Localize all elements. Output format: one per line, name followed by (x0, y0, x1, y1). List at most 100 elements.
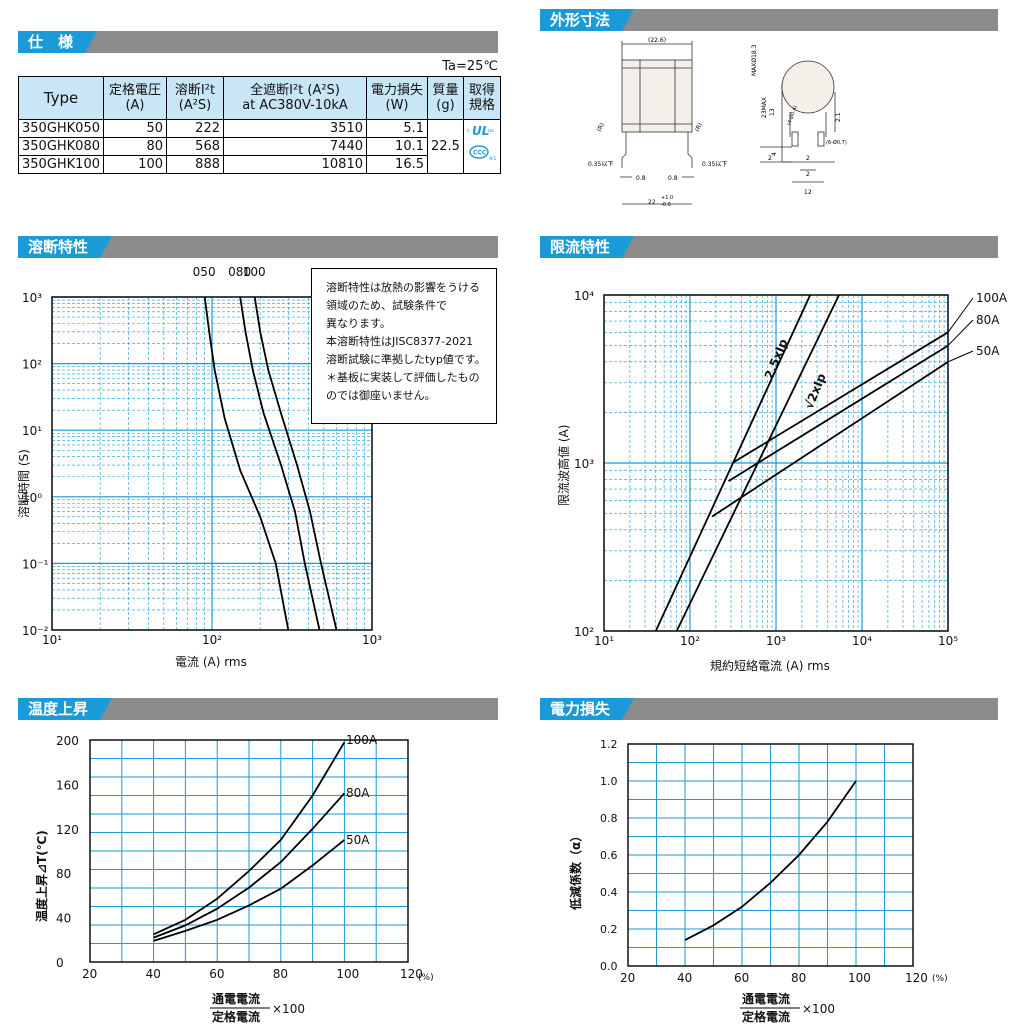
y-tick-label: 10⁻² (22, 624, 49, 638)
ul-us: us (488, 128, 494, 134)
series-line-080 (239, 296, 321, 631)
dims-header: 外形寸法 (540, 9, 998, 31)
x-axis-label-numerator: 通電電流 (212, 991, 260, 1006)
y-tick-label: 10⁻¹ (22, 557, 49, 571)
series-line-80A (728, 344, 949, 482)
limiting-header-label: 限流特性 (540, 236, 635, 258)
plot-frame (51, 296, 373, 631)
y-axis-label: 溶断時間 (S) (16, 449, 31, 518)
note-line: 本溶断特性はJISC8377-2021 (326, 335, 474, 348)
fusing-header: 溶断特性 (18, 236, 498, 258)
series-label-100: 100 (243, 265, 266, 279)
leader-line (947, 350, 974, 363)
table-row: 350GHK050 50 222 3510 5.1 22.5 c UL us C… (18, 119, 501, 174)
x-tick-label: 20 (620, 971, 635, 985)
note-line: 溶断試験に準拠したtyp値です。 (326, 353, 486, 366)
y-axis-label: 限流波高値 (A) (556, 425, 571, 506)
series-label-root2xIp: √2xIp (802, 371, 829, 411)
dim-hole1: (4-Ø0.4) (785, 104, 799, 126)
temp-header-label: 温度上昇 (18, 698, 113, 720)
dim-dia: MAXØ18.3 (751, 44, 758, 76)
dim-h2-1: 2.1 (835, 112, 842, 122)
plot-frame (89, 739, 409, 963)
temp-chart: 20 40 60 80 100 120 0 40 80 120 160 200 (%) 100A 80A 50… (34, 733, 434, 1024)
series-label-50A: 50A (346, 833, 370, 847)
cell-i2t: 222 (166, 119, 224, 138)
y-tick-label: 10⁴ (574, 289, 594, 303)
series-line-100 (253, 296, 338, 631)
x-unit: (%) (932, 974, 948, 984)
series-line-50A (153, 839, 345, 942)
cell-i2t: 888 (166, 155, 224, 174)
fusing-header-label: 溶断特性 (18, 236, 113, 258)
x-tick-label: 40 (677, 971, 692, 985)
col-type: Type (18, 76, 104, 120)
cell-rating: 100 (103, 155, 167, 174)
cell-total: 7440 (223, 137, 367, 156)
cell-type: 350GHK050 (18, 119, 104, 138)
dim-lead-right: 0.35以下 (702, 161, 727, 168)
cell-rating: 80 (103, 137, 167, 156)
dim-h4: 4 (771, 152, 778, 156)
loss-header: 電力損失 (540, 698, 998, 720)
x-tick-label: 10⁵ (938, 634, 958, 648)
y-tick-label: 160 (56, 778, 79, 792)
series-line-50A (711, 361, 949, 518)
spec-header: 仕 様 (18, 31, 498, 53)
x-tick-label: 120 (400, 967, 423, 981)
dim-s2a: 2 (768, 155, 772, 162)
fusing-note: 溶断特性は放熱の影響をうける 領域のため、試験条件で 異なります。 本溶断特性は… (311, 268, 497, 424)
cell-i2t: 568 (166, 137, 224, 156)
note-line: ＊基板に実装して評価したもの (326, 371, 480, 384)
cell-type: 350GHK080 (18, 137, 104, 156)
dim-tol-plus: +1.0 (661, 195, 673, 201)
table-row: 350GHK080 80 568 7440 10.1 (18, 137, 501, 156)
series-line-050 (203, 296, 290, 631)
y-tick-label: 200 (56, 734, 79, 748)
series-label-2.5xIp: 2.5xIp (762, 337, 791, 382)
y-tick-label: 10³ (22, 291, 42, 305)
spec-header-label: 仕 様 (18, 31, 98, 53)
dim-height: 23MAX (761, 97, 768, 118)
x-tick-label: 10³ (766, 634, 786, 648)
x-tick-label: 20 (82, 967, 97, 981)
x-tick-label: 10⁴ (852, 634, 872, 648)
dim-top: (22.6) (648, 37, 666, 44)
ambient-temperature: Ta=25℃ (442, 59, 498, 74)
note-line: 異なります。 (326, 317, 391, 330)
cert-marks-icon: c UL us CCC ※1 (467, 124, 496, 162)
x-tick-label: 10³ (362, 633, 382, 647)
y-tick-label: 1.2 (600, 738, 618, 751)
series-line-80A (153, 792, 346, 939)
series-label-080: 080 (228, 265, 251, 279)
x-tick-label: 10¹ (594, 634, 614, 648)
y-tick-label: 120 (56, 823, 79, 837)
y-tick-label: 10² (22, 358, 42, 372)
loss-chart: 20 40 60 80 100 120 1.2 1.0 0.8 0.6 0.4 0.2 0.0 (%) 通電… (568, 738, 948, 1024)
y-tick-label: 0.0 (600, 960, 618, 973)
col-total-i2t: 全遮断I²t (A²S) at AC380V-10kA (223, 76, 367, 120)
y-axis-label: 温度上昇⊿T(℃) (34, 830, 49, 922)
y-tick-label: 10³ (574, 457, 594, 471)
series-line-α (684, 780, 857, 941)
y-tick-label: 40 (56, 912, 71, 926)
y-tick-label: 0.6 (600, 849, 618, 862)
ccc-note: ※1 (489, 156, 496, 162)
x-axis-label-numerator: 通電電流 (742, 991, 790, 1006)
cell-rating: 50 (103, 119, 167, 138)
loss-header-label: 電力損失 (540, 698, 635, 720)
x-axis-label: 電流 (A) rms (175, 655, 247, 669)
dim-h13: 13 (769, 108, 776, 116)
cell-power: 5.1 (366, 119, 428, 138)
limiting-chart: 10¹ 10² 10³ 10⁴ 10⁵10⁴10³10²100A80A50A2.5xIp… (556, 289, 1008, 673)
col-cert: 取得 規格 (462, 76, 501, 120)
note-line: のでは御座いません。 (326, 389, 436, 402)
y-tick-label: 10² (574, 625, 594, 639)
dim-s12: 12 (804, 189, 812, 196)
y-tick-label: 0.4 (600, 886, 618, 899)
note-line: 溶断特性は放熱の影響をうける (326, 281, 480, 294)
dim-r-right: (R) (694, 122, 704, 133)
x-axis-label-denominator: 定格電流 (742, 1009, 790, 1024)
plot-frame (603, 294, 949, 632)
x-axis-label-denominator: 定格電流 (212, 1009, 260, 1024)
